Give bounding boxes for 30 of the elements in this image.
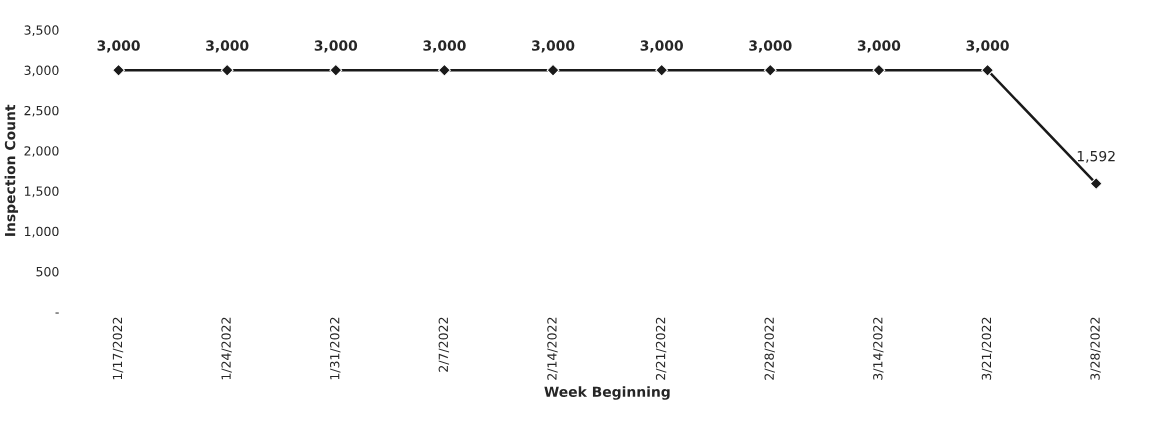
y-axis-title: Inspection Count <box>4 104 19 236</box>
data-label: 3,000 <box>97 40 140 53</box>
data-label: 3,000 <box>857 40 901 53</box>
y-tick-label: 1,000 <box>24 226 59 238</box>
y-tick-label: 1,500 <box>24 186 59 198</box>
y-tick-label: 2,500 <box>24 105 59 117</box>
data-label: 3,000 <box>532 40 575 53</box>
x-tick-label: 1/17/2022 <box>112 317 124 380</box>
x-tick-label: 3/21/2022 <box>981 317 993 380</box>
data-label: 3,000 <box>206 40 249 53</box>
x-tick-label: 3/28/2022 <box>1090 317 1101 380</box>
y-tick-label: 3,000 <box>24 65 59 77</box>
data-label: 3,000 <box>314 40 358 53</box>
x-tick-label: 2/14/2022 <box>547 317 558 380</box>
x-tick-label: 2/7/2022 <box>438 317 450 372</box>
data-label: 3,000 <box>423 40 466 53</box>
x-tick-label: 1/24/2022 <box>221 317 232 380</box>
data-label: 3,000 <box>640 40 683 53</box>
x-tick-label: 3/14/2022 <box>873 317 884 380</box>
x-tick-label: 1/31/2022 <box>329 317 341 380</box>
y-tick-label: 500 <box>36 266 59 277</box>
y-tick-label: 3,500 <box>24 25 59 37</box>
y-tick-label: 2,000 <box>24 146 59 157</box>
data-label: 3,000 <box>749 40 792 53</box>
x-tick-label: 2/21/2022 <box>655 317 667 380</box>
data-label: 1,592 <box>1077 150 1115 163</box>
x-tick-label: 2/28/2022 <box>764 317 775 380</box>
x-axis-title: Week Beginning <box>544 386 670 400</box>
y-tick-label: - <box>55 312 59 314</box>
data-label: 3,000 <box>966 40 1009 53</box>
